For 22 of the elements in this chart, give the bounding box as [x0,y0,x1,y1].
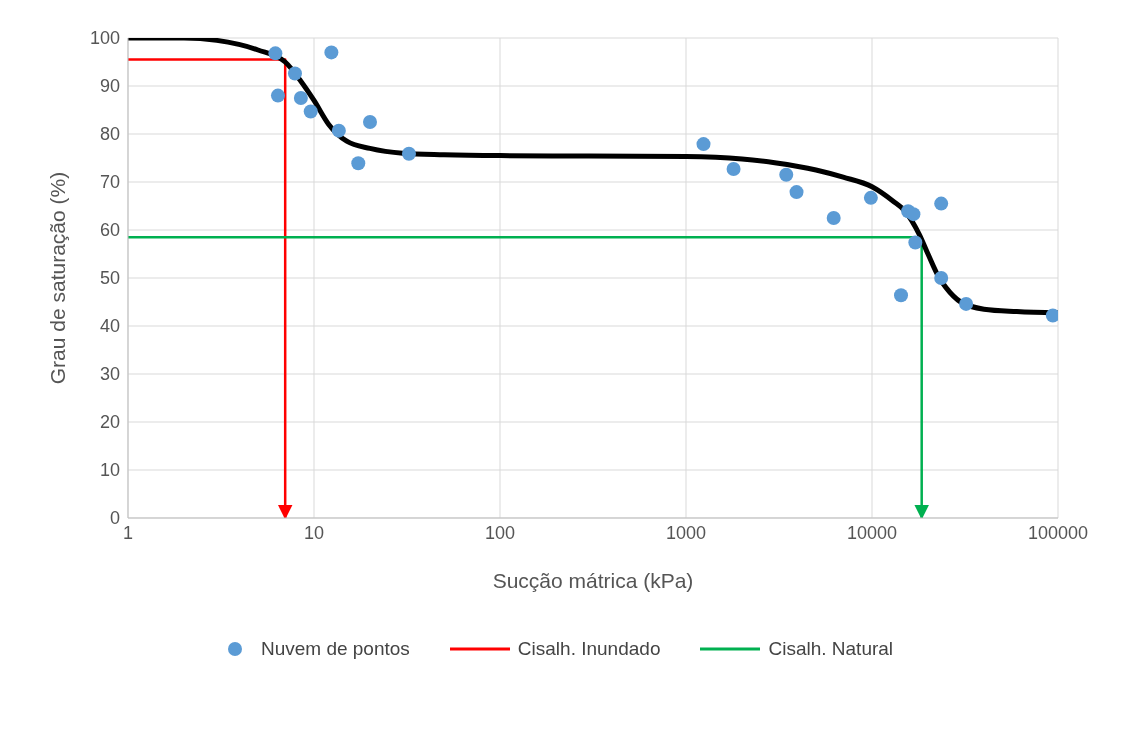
legend-label: Nuvem de pontos [260,638,410,660]
y-tick-label: 50 [99,268,120,289]
y-tick-label: 70 [99,172,120,193]
x-tick-label: 1 [122,522,134,543]
y-tick-label: 80 [99,124,120,145]
y-tick-label: 100 [89,28,120,49]
x-tick-label: 100000 [1027,522,1089,543]
x-tick-label: 1000 [665,522,707,543]
y-tick-label: 90 [99,76,120,97]
legend-label: Cisalh. Inundado [517,638,661,660]
x-tick-label: 10 [303,522,325,543]
y-tick-label: 30 [99,364,120,385]
y-tick-label: 40 [99,316,120,337]
y-tick-label: 20 [99,412,120,433]
x-tick-label: 100 [484,522,516,543]
y-tick-label: 60 [99,220,120,241]
x-axis-title: Sucção mátrica (kPa) [492,569,694,592]
y-axis-title: Grau de saturação (%) [46,171,70,385]
y-tick-label: 0 [109,508,120,529]
y-tick-label: 10 [99,460,120,481]
legend-label: Cisalh. Natural [768,638,894,660]
x-tick-label: 10000 [846,522,898,543]
